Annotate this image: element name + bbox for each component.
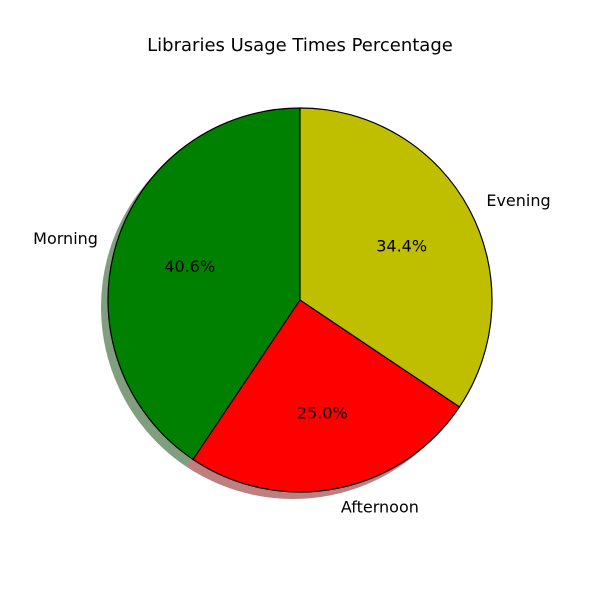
pie-slice-evening — [299, 107, 493, 408]
pie-category-label-morning: Morning — [33, 229, 98, 248]
pie-slice-afternoon — [192, 299, 461, 493]
pie-pct-label-afternoon: 25.0% — [297, 404, 348, 423]
pie-category-label-afternoon: Afternoon — [341, 498, 419, 517]
pie-labels: 40.6% Morning 25.0% Afternoon 34.4% Evening — [33, 191, 550, 517]
pie-pct-label-morning: 40.6% — [164, 257, 215, 276]
pie-pct-label-evening: 34.4% — [376, 236, 427, 255]
pie-category-label-evening: Evening — [486, 191, 550, 210]
chart-title: Libraries Usage Times Percentage — [147, 35, 453, 56]
pie-slice-morning — [107, 107, 301, 461]
pie-slices — [107, 107, 493, 493]
